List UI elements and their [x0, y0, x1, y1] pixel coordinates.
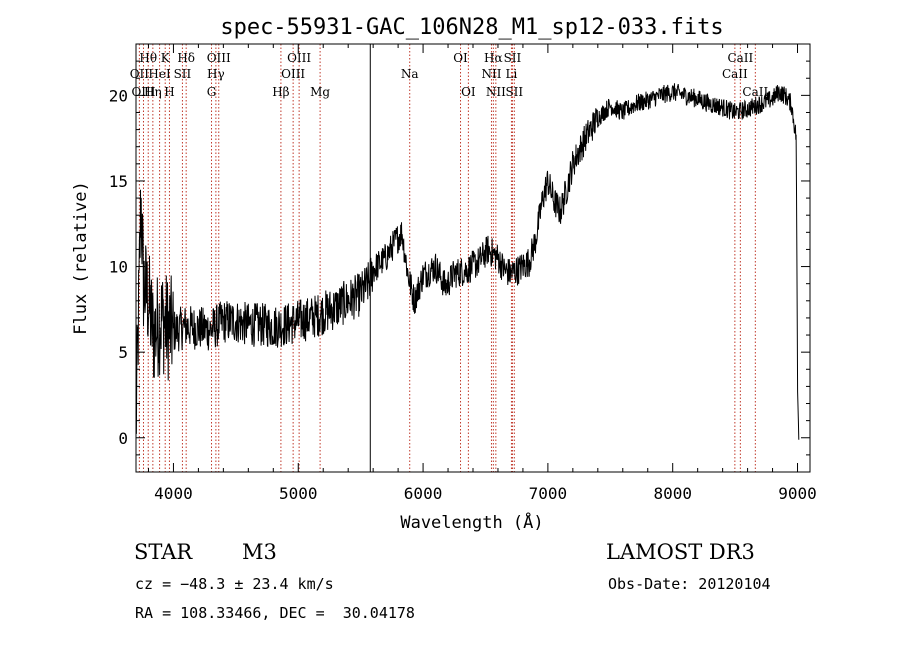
line-label-2: OIII: [131, 85, 155, 99]
spectrum-line: [135, 83, 800, 440]
line-label-23: NII: [486, 85, 506, 99]
line-label-4: HeI: [148, 67, 171, 81]
axis-ticks: 4000 5000 6000 7000 8000 9000 0 5 10 15 20: [109, 44, 817, 503]
x-tick-label-5000: 5000: [279, 484, 318, 503]
line-label-20: SII: [504, 51, 522, 65]
y-tick-label-5: 5: [118, 343, 128, 362]
line-label-11: G: [207, 85, 217, 99]
line-label-21: NII: [481, 67, 501, 81]
line-label-25: CaII: [727, 51, 753, 65]
line-label-16: Na: [401, 67, 419, 81]
x-tick-label-4000: 4000: [154, 484, 193, 503]
y-tick-label-10: 10: [109, 258, 128, 277]
line-label-19: Hα: [484, 51, 503, 65]
emission-line-markers: [138, 44, 756, 472]
line-label-6: Hδ: [177, 51, 195, 65]
line-label-17: OI: [453, 51, 468, 65]
object-subclass: M3: [242, 540, 277, 564]
line-label-9: OIII: [207, 51, 231, 65]
chart-title: spec-55931-GAC_106N28_M1_sp12-033.fits: [220, 15, 723, 40]
spectrum-chart: spec-55931-GAC_106N28_M1_sp12-033.fits 4…: [71, 15, 817, 533]
object-class: STAR: [134, 540, 193, 564]
x-tick-label-8000: 8000: [653, 484, 692, 503]
line-label-3: K: [161, 51, 171, 65]
redshift-cz: cz = −48.3 ± 23.4 km/s: [135, 575, 334, 593]
line-label-22: Li: [506, 67, 518, 81]
line-label-8: H: [164, 85, 174, 99]
line-label-15: Mg: [310, 85, 330, 99]
observation-date: Obs-Date: 20120104: [608, 575, 771, 593]
line-label-24: SII: [505, 85, 523, 99]
x-tick-label-7000: 7000: [529, 484, 568, 503]
x-tick-label-9000: 9000: [778, 484, 817, 503]
line-label-0: Hθ: [139, 51, 157, 65]
line-label-5: Hη: [144, 85, 162, 99]
line-label-13: OIII: [281, 67, 305, 81]
line-label-12: OIII: [287, 51, 311, 65]
line-label-10: Hγ: [207, 67, 225, 81]
y-tick-label-20: 20: [109, 86, 128, 105]
line-label-18: OI: [461, 85, 476, 99]
y-tick-label-15: 15: [109, 172, 128, 191]
survey-name: LAMOST DR3: [606, 540, 755, 564]
y-tick-label-0: 0: [118, 429, 128, 448]
line-label-7: SII: [174, 67, 192, 81]
line-label-27: CaII: [742, 85, 768, 99]
ra-dec-coordinates: RA = 108.33466, DEC = 30.04178: [135, 604, 415, 622]
line-label-26: CaII: [722, 67, 748, 81]
x-axis-label: Wavelength (Å): [400, 511, 543, 533]
line-label-1: OII: [130, 67, 150, 81]
y-axis-label: Flux (relative): [71, 181, 91, 335]
x-tick-label-6000: 6000: [404, 484, 443, 503]
line-label-14: Hβ: [272, 85, 289, 99]
